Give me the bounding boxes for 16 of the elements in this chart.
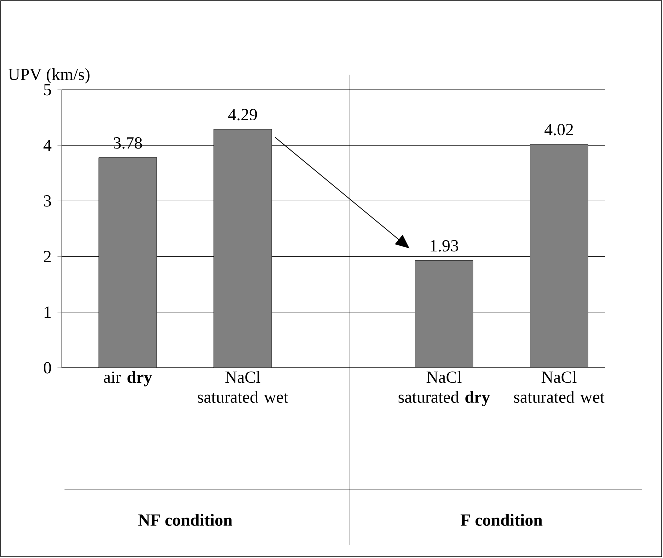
- text: F condition: [460, 514, 543, 526]
- y-tick-label: 1: [44, 306, 51, 318]
- y-tick-label: 3: [44, 196, 52, 207]
- x-tick-label: air dry: [104, 371, 152, 387]
- y-tick-label: 5: [44, 84, 52, 96]
- text: NF condition: [138, 514, 233, 526]
- data-label: 1.93: [430, 240, 458, 252]
- y-tick-label: 4: [44, 140, 52, 152]
- data-label: 4.29: [228, 109, 258, 121]
- x-tick-label: NaCl saturated wet: [514, 371, 605, 404]
- data-label: 4.02: [544, 124, 574, 136]
- x-tick-label: NaCl saturated dry: [398, 371, 490, 407]
- x-tick-label: NaCl saturated wet: [198, 371, 289, 404]
- y-tick-label: 2: [44, 251, 51, 262]
- y-tick-label: 0: [44, 362, 52, 374]
- y-axis-title: UPV (km/s): [8, 68, 90, 84]
